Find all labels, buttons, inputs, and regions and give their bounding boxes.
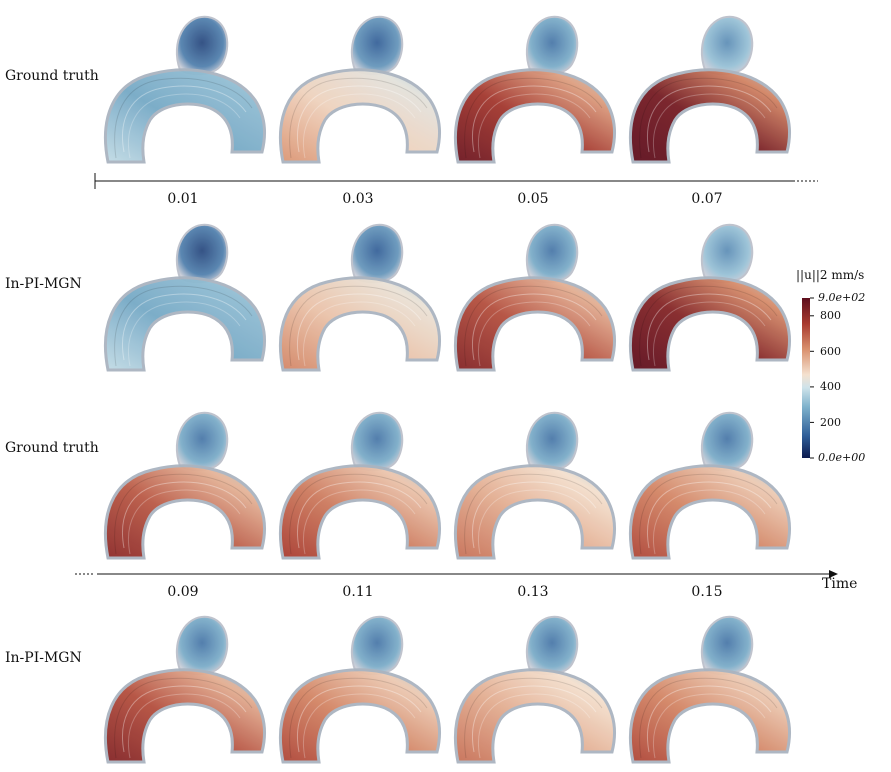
aneurysm-dome [350, 15, 404, 76]
vessel-panel [275, 408, 445, 568]
vessel-panel [100, 12, 270, 172]
vessel-arch [279, 68, 442, 164]
vessel-panel [100, 408, 270, 568]
aneurysm-dome [700, 615, 754, 676]
vessel-panel [275, 612, 445, 772]
vessel-panel [100, 612, 270, 772]
row-label-ground-truth-1: Ground truth [5, 68, 99, 84]
axis2-tick-4: 0.15 [691, 584, 723, 600]
aneurysm-dome [175, 411, 229, 472]
axis2-tick-1: 0.09 [167, 584, 199, 600]
vessel-panel [450, 612, 620, 772]
axis1-tick-1: 0.01 [167, 191, 199, 207]
vessel-panel [625, 408, 795, 568]
aneurysm-dome [700, 15, 754, 76]
vessel-panel [625, 612, 795, 772]
vessel-panel [100, 220, 270, 380]
row-label-ground-truth-2: Ground truth [5, 440, 99, 456]
aneurysm-dome [700, 223, 754, 284]
aneurysm-dome [525, 15, 579, 76]
vessel-arch [454, 276, 617, 372]
axis1-tick-3: 0.05 [517, 191, 549, 207]
colorbar [802, 297, 814, 459]
aneurysm-dome [350, 615, 404, 676]
row-label-in-pi-mgn-2: In-PI-MGN [5, 650, 82, 666]
aneurysm-dome [175, 223, 229, 284]
vessel-arch [629, 68, 792, 164]
axis2-tick-2: 0.11 [342, 584, 374, 600]
vessel-arch [454, 668, 617, 764]
time-axis-label: Time [822, 576, 858, 592]
colorbar-tick-400: 400 [820, 380, 841, 393]
aneurysm-dome [175, 615, 229, 676]
vessel-arch [279, 668, 442, 764]
vessel-panel [450, 220, 620, 380]
colorbar-max-label: 9.0e+02 [818, 291, 866, 304]
axis1-tick-2: 0.03 [342, 191, 374, 207]
colorbar-tick-800: 800 [820, 309, 841, 322]
axis1-tick-4: 0.07 [691, 191, 723, 207]
vessel-arch [104, 68, 267, 164]
aneurysm-dome [350, 223, 404, 284]
aneurysm-dome [700, 411, 754, 472]
vessel-arch [454, 464, 617, 560]
vessel-arch [104, 464, 267, 560]
aneurysm-dome [525, 615, 579, 676]
axis2-tick-3: 0.13 [517, 584, 549, 600]
colorbar-title: ||u||2 mm/s [796, 268, 865, 282]
vessel-arch [454, 68, 617, 164]
aneurysm-dome [350, 411, 404, 472]
vessel-panel [450, 12, 620, 172]
vessel-panel [625, 12, 795, 172]
vessel-arch [104, 668, 267, 764]
colorbar-tick-600: 600 [820, 345, 841, 358]
vessel-panel [450, 408, 620, 568]
vessel-arch [279, 464, 442, 560]
time-axis-1 [94, 173, 818, 189]
vessel-arch [629, 668, 792, 764]
colorbar-min-label: 0.0e+00 [818, 451, 866, 464]
vessel-arch [104, 276, 267, 372]
aneurysm-dome [525, 223, 579, 284]
vessel-panel [275, 220, 445, 380]
colorbar-tick-200: 200 [820, 416, 841, 429]
aneurysm-dome [525, 411, 579, 472]
row-label-in-pi-mgn-1: In-PI-MGN [5, 276, 82, 292]
time-axis-2 [75, 570, 838, 578]
vessel-arch [629, 276, 792, 372]
vessel-panel [625, 220, 795, 380]
vessel-arch [629, 464, 792, 560]
vessel-arch [279, 276, 442, 372]
vessel-panel [275, 12, 445, 172]
aneurysm-dome [175, 15, 229, 76]
